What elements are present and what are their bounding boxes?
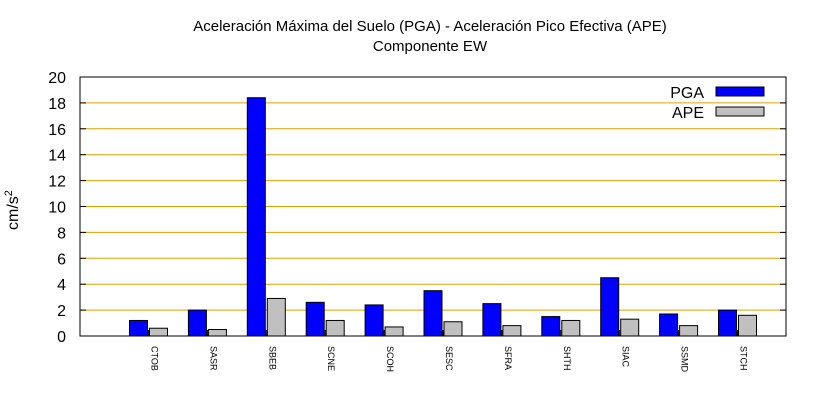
bar-pga-shth: [541, 316, 561, 337]
bars: [129, 97, 757, 337]
bar-ape-sbeb: [266, 297, 286, 337]
bar-pga-sesc: [423, 290, 443, 337]
x-tick-label: SASR: [208, 346, 218, 371]
bar-ape-scoh: [384, 326, 404, 337]
y-tick-label: 0: [57, 329, 66, 346]
bar-pga-sfra: [482, 303, 502, 337]
legend: PGA APE: [670, 85, 765, 122]
y-tick-label: 16: [48, 122, 66, 139]
x-tick-label: SIAC: [621, 346, 631, 368]
bar-ape-shth: [561, 319, 581, 337]
bar-pga-scne: [305, 301, 325, 337]
bar-ape-ctob: [149, 327, 168, 337]
y-axis-label-exponent: 2: [3, 190, 15, 196]
x-tick-label: SFRA: [503, 346, 513, 370]
y-tick-label: 12: [48, 174, 66, 191]
bar-pga-sbeb: [246, 97, 266, 337]
y-tick-label: 10: [48, 200, 66, 217]
bar-pga-siac: [600, 277, 620, 337]
bar-pga-stch: [718, 309, 737, 337]
chart-title: Aceleración Máxima del Suelo (PGA) - Ace…: [193, 18, 667, 35]
legend-swatch-pga: [715, 86, 765, 97]
bar-pga-scoh: [364, 304, 384, 337]
y-tick-label: 18: [48, 96, 66, 113]
y-axis-ticks: 0 2 4 6 8 10 12 14 16 18 20: [48, 70, 786, 346]
x-tick-label: STCH: [739, 346, 749, 371]
y-tick-label: 20: [48, 70, 66, 87]
legend-swatch-ape: [715, 106, 765, 117]
bar-ape-sesc: [443, 321, 463, 337]
legend-label-ape: APE: [672, 105, 704, 122]
x-tick-label: SSMD: [680, 346, 690, 373]
x-tick-label: SCOH: [385, 346, 395, 372]
bar-ape-sfra: [502, 325, 522, 337]
x-tick-label: SCNE: [326, 346, 336, 371]
bar-pga-sasr: [187, 309, 207, 337]
y-tick-label: 4: [57, 277, 66, 294]
y-axis-label-unit: cm/s: [5, 196, 22, 230]
chart-subtitle: Componente EW: [373, 38, 488, 55]
bar-pga-ssmd: [659, 313, 679, 337]
x-tick-label: CTOB: [150, 346, 160, 371]
bar-ape-scne: [325, 319, 345, 337]
y-axis-label: cm/s2: [3, 190, 22, 230]
y-tick-label: 2: [57, 303, 66, 320]
bar-ape-sasr: [207, 329, 227, 337]
y-tick-label: 6: [57, 251, 66, 268]
x-tick-label: SESC: [444, 346, 454, 371]
bar-ape-siac: [620, 318, 640, 337]
legend-label-pga: PGA: [670, 85, 704, 102]
x-tick-label: SHTH: [562, 346, 572, 371]
bar-pga-ctob: [129, 319, 148, 337]
x-tick-label: SBEB: [267, 346, 277, 370]
y-tick-label: 14: [48, 148, 66, 165]
x-axis-ticks: CTOB SASR SBEB SCNE SCOH SESC SFRA SHTH SIAC SSMD…: [148, 330, 749, 373]
bar-ape-ssmd: [679, 325, 699, 337]
y-tick-label: 8: [57, 225, 66, 242]
bar-ape-stch: [738, 314, 757, 337]
gridlines: [80, 102, 786, 311]
